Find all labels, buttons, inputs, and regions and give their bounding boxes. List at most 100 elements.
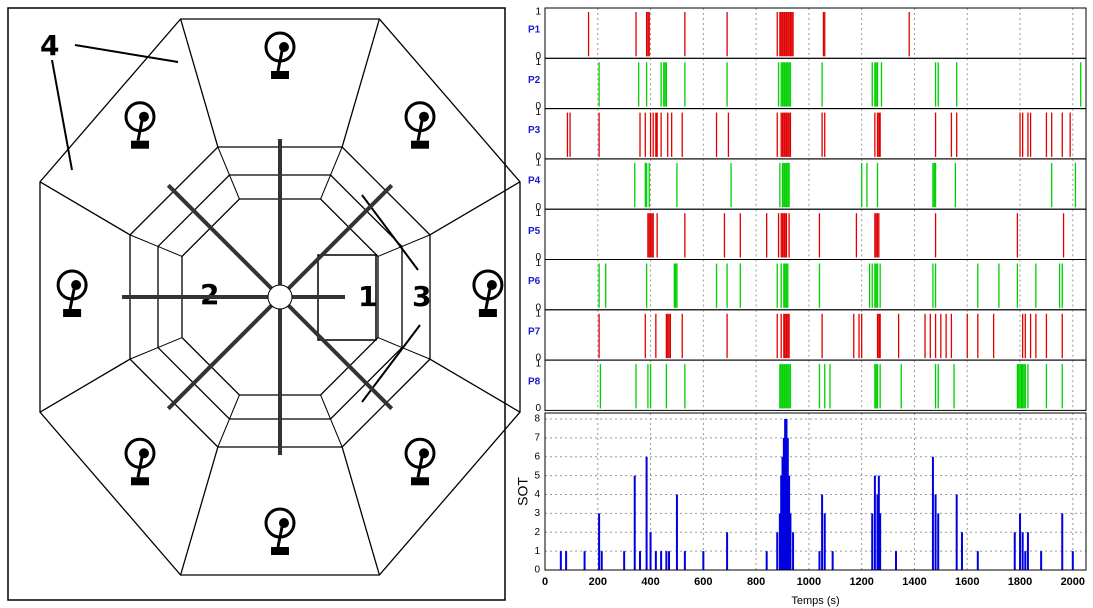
bar [1071, 551, 1074, 570]
panel-frame [544, 7, 1087, 59]
head-eye [279, 518, 289, 528]
head-base [411, 140, 430, 149]
y-tick-label: 0 [535, 403, 541, 414]
series-label: P4 [528, 176, 541, 187]
label-3: 3 [412, 280, 431, 313]
sector-line [39, 181, 131, 236]
bar [668, 551, 671, 570]
series-label: P3 [528, 125, 541, 136]
bar [1026, 532, 1029, 570]
head-eye [419, 448, 430, 459]
panel-frame [544, 108, 1087, 160]
ring-cross [229, 174, 240, 200]
bar [894, 551, 897, 570]
y-tick-label: 0 [535, 51, 541, 62]
bar [559, 551, 562, 570]
series-label: P7 [528, 326, 541, 337]
bar [781, 456, 784, 570]
y-tick-label: 1 [535, 107, 541, 118]
head-base [130, 477, 149, 486]
label-2: 2 [200, 278, 219, 311]
series-label: P6 [528, 276, 541, 287]
sector-line [429, 181, 521, 236]
panel-frame [544, 359, 1087, 411]
y-tick-label: 1 [535, 359, 541, 370]
x-tick-label: 1600 [955, 576, 979, 588]
x-tick-label: 800 [747, 576, 765, 588]
panel-frame [544, 208, 1087, 260]
ring-cross [377, 337, 403, 348]
bar [583, 551, 586, 570]
bar [702, 551, 705, 570]
bar [598, 513, 601, 570]
x-tick-label: 1400 [902, 576, 926, 588]
bar [879, 513, 882, 570]
y-tick-label: 0 [534, 565, 540, 576]
x-tick-label: 0 [542, 576, 548, 588]
spoke [278, 183, 394, 299]
bar [660, 551, 663, 570]
bar [871, 513, 874, 570]
sector-line [179, 446, 219, 576]
bar [726, 532, 729, 570]
head-eye [71, 280, 82, 290]
head-arrow [136, 456, 144, 478]
head-arrow [484, 288, 492, 310]
head-eye [486, 280, 497, 290]
ring-cross [157, 337, 183, 348]
ring-cross [217, 418, 230, 448]
label-1: 1 [358, 280, 377, 313]
bar [780, 475, 783, 570]
y-tick-label: 1 [535, 57, 541, 68]
spoke [166, 295, 282, 411]
bar [1061, 513, 1064, 570]
head-eye [138, 111, 149, 122]
y-tick-label: 1 [535, 258, 541, 269]
y-tick-label: 1 [535, 308, 541, 319]
bar [623, 551, 626, 570]
y-tick-label: 0 [535, 101, 541, 112]
x-tick-label: 2000 [1061, 576, 1085, 588]
bar [976, 551, 979, 570]
ring-cross [330, 146, 343, 176]
bar [818, 551, 821, 570]
bar [788, 475, 791, 570]
head-eye [419, 111, 430, 122]
bar [789, 513, 792, 570]
bar [675, 494, 678, 570]
bar [960, 532, 963, 570]
bar [823, 513, 826, 570]
bar [665, 551, 668, 570]
bar [776, 532, 779, 570]
ring-cross [229, 394, 240, 420]
head-arrow [136, 120, 144, 142]
bar [565, 551, 568, 570]
bar [821, 494, 824, 570]
sector-line [179, 18, 219, 148]
ring-cross [129, 347, 159, 360]
series-label: P5 [528, 226, 541, 237]
head-arrow [68, 288, 76, 310]
arrows [51, 44, 421, 403]
y-tick-label: 1 [535, 208, 541, 219]
y-tick-label: 0 [535, 252, 541, 263]
head-base [478, 309, 497, 317]
bar [765, 551, 768, 570]
bar [782, 437, 785, 570]
y-axis-label: SOT [515, 477, 531, 506]
head-arrow [276, 526, 284, 548]
panel-frame [544, 158, 1087, 210]
y-tick-label: 5 [534, 470, 540, 481]
ring-cross [157, 246, 183, 257]
bar [639, 551, 642, 570]
panel-frame [544, 57, 1087, 110]
bar [1040, 551, 1043, 570]
sector-line [39, 358, 131, 413]
plot-frame [544, 412, 1087, 571]
y-tick-label: 1 [535, 158, 541, 169]
bar [876, 494, 879, 570]
head-eye [138, 448, 149, 459]
bar [831, 551, 834, 570]
sector-line [429, 358, 521, 413]
